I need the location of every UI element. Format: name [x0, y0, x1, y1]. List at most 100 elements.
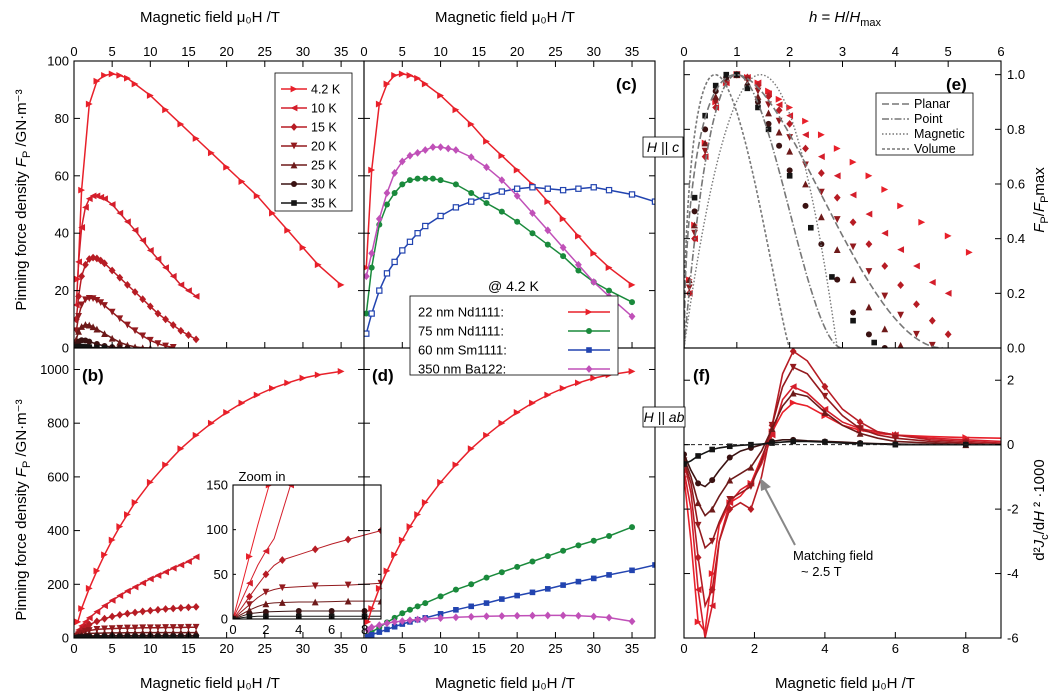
panel-b-series-1-point [124, 587, 131, 595]
panel-d-series-1-point [544, 553, 551, 560]
panel-f-series-5-point [695, 480, 702, 487]
ytick-label-b-inset: 150 [206, 478, 228, 493]
top-axis-label-ab: Magnetic field μ₀H /T [140, 9, 280, 26]
panel-c-series-3-point [513, 191, 521, 200]
legend-cd-label-0: 22 nm Nd1111: [418, 305, 504, 320]
panel-c-series-0-point [406, 71, 414, 79]
panel-a-series-0-point [192, 135, 200, 142]
panel-b-series-6-point [101, 634, 108, 638]
panel-a-series-1-point [78, 224, 86, 231]
panel-e-series-2-point [754, 81, 762, 90]
xtick-top-label-e: 6 [997, 44, 1004, 59]
panel-d-series-0-point [398, 536, 406, 544]
panel-b-series-2-point [85, 620, 93, 629]
row-label-top-box [642, 136, 684, 158]
ytick-label-b: 1000 [40, 362, 69, 377]
panel-f-series-2-point [694, 553, 702, 562]
panel-a-series-0-point [177, 120, 185, 128]
panel-c-series-3-point [437, 143, 444, 151]
panel-f-series-3-point [747, 483, 755, 490]
panel-b-series-6-point [78, 634, 85, 638]
panel-c-series-3-point [483, 163, 490, 172]
panel-b-series-2-point [154, 605, 162, 614]
panel-b-series-0-point [337, 367, 345, 375]
panel-c-series-1-point [529, 230, 536, 237]
panel-d-series-2-line [367, 564, 655, 638]
panel-a-series-4-point [78, 323, 86, 330]
legend-point-text: Point [914, 112, 943, 126]
legend-a-label-5: 30 K [311, 178, 337, 192]
panel-e-series-6-point [786, 173, 793, 179]
panel-a-series-3-point [124, 321, 131, 329]
panel-a-series-2-point [82, 260, 89, 269]
panel-d-series-0-point [498, 419, 506, 427]
xtick-label-d: 20 [510, 641, 524, 656]
ytick-label-a: 100 [47, 54, 69, 69]
panel-f-series-6-point [726, 443, 733, 450]
panel-b-series-2-point [108, 612, 116, 621]
xtick-label-b: 15 [181, 641, 195, 656]
panel-label-b: (b) [82, 366, 104, 385]
ytick-label-r-e: 0.0 [1007, 341, 1025, 356]
panel-b-inset-series-6-point [233, 616, 236, 619]
panel-c-series-3-point [406, 151, 414, 160]
panel-c-series-3-point [375, 214, 383, 223]
panel-e-series-0-point [944, 232, 952, 240]
panel-a-series-3-point [116, 315, 124, 323]
panel-a-series-3-point [101, 302, 108, 309]
panel-a-series-6-point [75, 343, 82, 348]
panel-label-c: (c) [616, 75, 637, 94]
xtick-label-d: 30 [587, 641, 601, 656]
legend-a-marker-1 [290, 104, 298, 112]
panel-e-series-2-point [897, 281, 905, 290]
panel-a-series-2-point [139, 295, 147, 304]
panel-e-series-4-point [881, 325, 889, 333]
panel-a-series-4-point [140, 344, 145, 348]
panel-d-series-3-point [391, 617, 399, 626]
panel-a-series-4-point [75, 327, 82, 335]
panel-b-series-0-point [299, 374, 307, 382]
panel-d-series-0-point [364, 618, 372, 626]
panel-a-series-0-point [124, 74, 131, 82]
panel-b-inset-series-2-point [278, 556, 286, 564]
panel-b-series-6-point [193, 634, 199, 638]
panel-a-series-1-point [89, 192, 97, 200]
panel-c-series-1-point [364, 310, 370, 317]
panel-b-series-2-point [185, 603, 192, 612]
panel-e-series-2-point [765, 92, 772, 101]
panel-b-series-0-point [192, 431, 200, 439]
panel-a-series-0-point [223, 163, 231, 171]
panel-b-series-0-point [223, 409, 231, 416]
panel-d-series-3-point [406, 616, 414, 625]
y-axis-label-top-left: Pinning force density FP /GN·m⁻³ [13, 89, 33, 310]
panel-d-series-0-point [575, 379, 582, 387]
panel-f-series-5-point [684, 451, 687, 458]
panel-d-series-1-point [483, 574, 490, 581]
panel-b-series-6-point [170, 634, 177, 638]
panel-d-series-1-point [590, 537, 597, 544]
panel-e-series-0-point [881, 186, 889, 193]
panel-a-series-1-point [85, 195, 93, 203]
panel-b-series-0-point [116, 523, 124, 530]
panel-b-inset-series-3-point [262, 588, 270, 596]
panel-f-series-6-point [695, 453, 701, 459]
xtick-top-label-e: 2 [786, 44, 793, 59]
panel-e-series-0-point [817, 131, 825, 139]
panel-f-series-2-point [747, 505, 755, 514]
panel-d-series-2-point [529, 589, 536, 596]
panel-b-series-6-point [94, 634, 100, 638]
row-label-bottom-box [642, 406, 686, 428]
panel-e-series-6-point [808, 224, 814, 231]
panel-a-series-3-point [162, 342, 169, 348]
panel-f-series-5-point [726, 454, 733, 461]
panel-e-series-5-point [702, 126, 709, 133]
panel-b-series-0-point [162, 461, 169, 469]
panel-c-series-0-point [575, 232, 582, 240]
panel-b-series-3-point [93, 626, 101, 633]
panel-b-series-1-point [116, 592, 124, 599]
panel-b-series-1-point [93, 608, 101, 616]
xtick-top-label-a: 0 [70, 44, 77, 59]
panel-b-series-2-point [124, 609, 131, 618]
panel-f-series-3-point [726, 496, 734, 503]
ytick-label-r-f: 0 [1007, 437, 1014, 452]
